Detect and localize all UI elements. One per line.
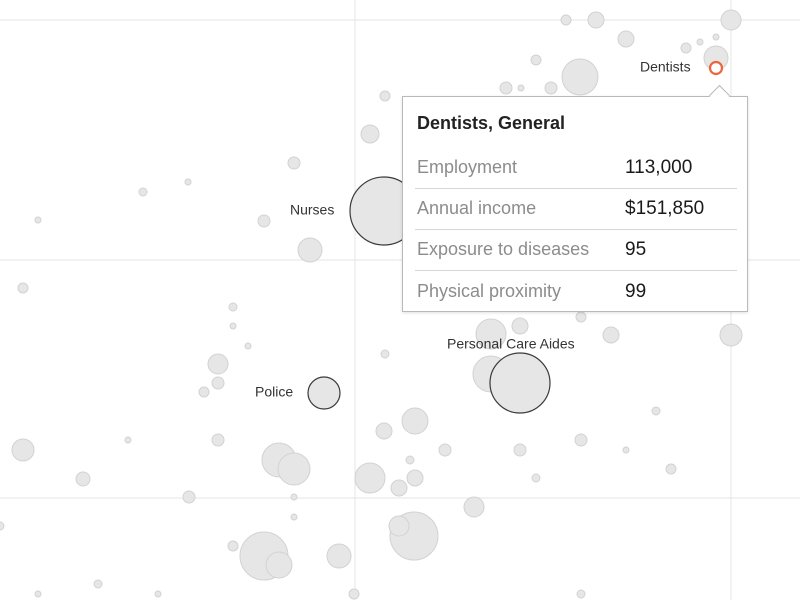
bubble[interactable] [207,353,229,375]
bubble[interactable] [576,589,586,599]
bubble[interactable] [182,490,196,504]
bubble[interactable] [575,311,587,323]
bubble[interactable] [602,326,620,344]
bubble[interactable] [244,342,252,350]
tooltip-label-exposure: Exposure to diseases [417,239,590,259]
personal-care-aides-bubble[interactable] [489,352,551,414]
bubble[interactable] [544,81,558,95]
police-label: Police [255,384,293,400]
bubble[interactable] [475,318,507,350]
bubble[interactable] [401,407,429,435]
bubble[interactable] [531,473,541,483]
bubble[interactable] [227,540,239,552]
bubble[interactable] [198,386,210,398]
tooltip-row-employment: Employment 113,000 [415,147,737,189]
bubble[interactable] [184,178,192,186]
bubble[interactable] [154,590,162,598]
tooltip-label-proximity: Physical proximity [417,281,562,301]
bubble[interactable] [290,493,298,501]
bubble[interactable] [75,471,91,487]
bubble[interactable] [257,214,271,228]
bubble[interactable] [17,282,29,294]
labeled-bubbles [307,60,724,414]
bubble[interactable] [354,462,386,494]
bubble[interactable] [587,11,605,29]
bubble[interactable] [651,406,661,416]
bubble[interactable] [277,452,311,486]
bubble[interactable] [211,376,225,390]
dentists-bubble[interactable] [708,60,724,76]
bubble[interactable] [11,438,35,462]
bubble[interactable] [574,433,588,447]
tooltip-title: Dentists, General [417,113,566,133]
tooltip-row-exposure: Exposure to diseases 95 [415,229,737,271]
tooltip-label-income: Annual income [417,198,537,218]
tooltip: Dentists, General Employment 113,000 Ann… [402,84,748,312]
point-labels: Dentists Nurses Personal Care Aides Police [255,59,691,400]
bubble[interactable] [719,323,743,347]
bubble[interactable] [375,422,393,440]
bubble[interactable] [297,237,323,263]
tooltip-label-employment: Employment [417,157,518,177]
bubble[interactable] [138,187,148,197]
bubble[interactable] [438,443,452,457]
bubbles [0,9,743,600]
bubble[interactable] [287,156,301,170]
bubble[interactable] [228,302,238,312]
bubble[interactable] [511,317,529,335]
bubble[interactable] [34,216,42,224]
bubble[interactable] [530,54,542,66]
personal-care-aides-label: Personal Care Aides [447,336,575,352]
bubble[interactable] [326,543,352,569]
tooltip-row-proximity: Physical proximity 99 [415,271,737,312]
bubble[interactable] [390,479,408,497]
tooltip-value-income: $151,850 [625,197,705,219]
bubble[interactable] [265,551,293,579]
bubble[interactable] [124,436,132,444]
bubble[interactable] [561,58,599,96]
bubble[interactable] [379,90,391,102]
bubble[interactable] [229,322,237,330]
bubble[interactable] [617,30,635,48]
tooltip-value-proximity: 99 [625,280,647,302]
bubble[interactable] [93,579,103,589]
tooltip-value-employment: 113,000 [625,156,693,178]
bubble[interactable] [622,446,630,454]
bubble[interactable] [517,84,525,92]
police-bubble[interactable] [307,376,341,410]
bubble[interactable] [0,521,5,531]
bubble[interactable] [360,124,380,144]
bubble[interactable] [560,14,572,26]
tooltip-row-income: Annual income $151,850 [415,188,737,230]
bubble[interactable] [463,496,485,518]
bubble[interactable] [406,469,424,487]
bubble[interactable] [696,38,704,46]
bubble[interactable] [290,513,298,521]
bubble[interactable] [211,433,225,447]
bubble[interactable] [34,590,42,598]
tooltip-value-exposure: 95 [625,238,647,260]
bubble[interactable] [388,515,410,537]
bubble[interactable] [680,42,692,54]
nurses-label: Nurses [290,202,334,218]
dentists-label: Dentists [640,59,691,75]
bubble[interactable] [499,81,513,95]
bubble[interactable] [720,9,742,31]
bubble[interactable] [712,33,720,41]
bubble[interactable] [513,443,527,457]
bubble[interactable] [348,588,360,600]
bubble[interactable] [380,349,390,359]
bubble[interactable] [665,463,677,475]
bubble[interactable] [405,455,415,465]
